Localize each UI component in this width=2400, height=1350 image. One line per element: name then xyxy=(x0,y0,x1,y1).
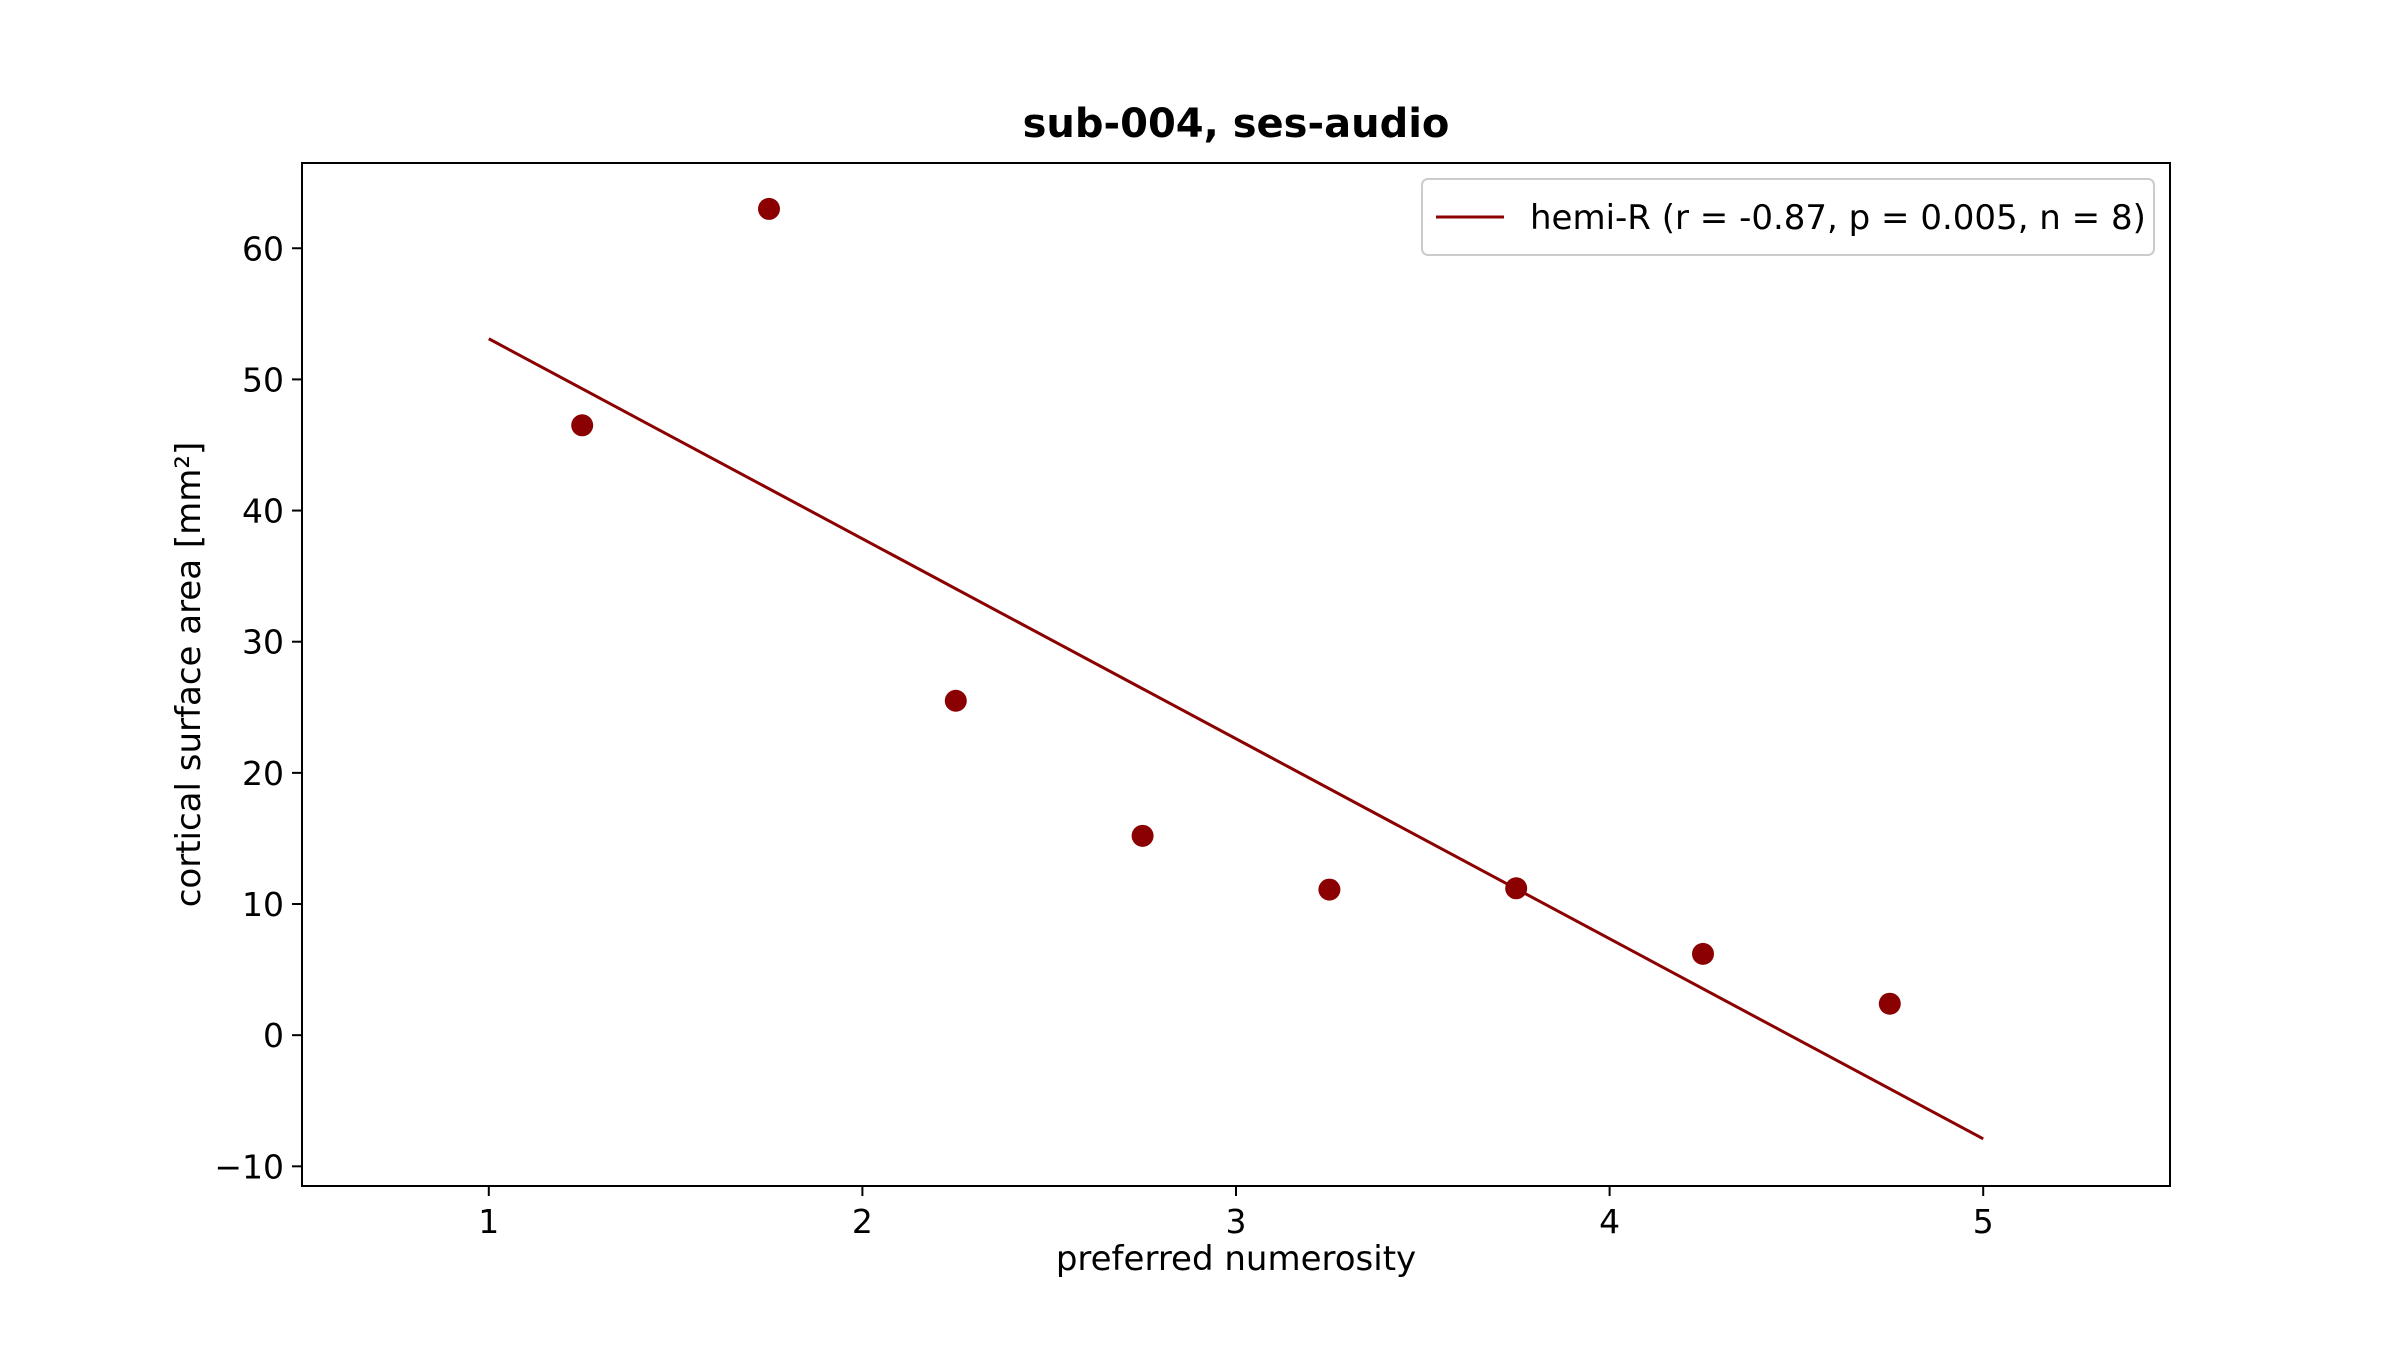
x-tick-label: 3 xyxy=(1226,1202,1247,1241)
legend-entry-hemi-r: hemi-R (r = -0.87, p = 0.005, n = 8) xyxy=(1530,198,2146,238)
data-point xyxy=(1318,878,1341,901)
data-point xyxy=(1878,992,1901,1015)
x-tick-label: 2 xyxy=(852,1202,873,1241)
axes-frame xyxy=(301,162,2171,1187)
data-point xyxy=(1692,942,1714,965)
data-point xyxy=(571,414,594,437)
data-point xyxy=(1505,877,1528,900)
y-tick-label: 0 xyxy=(263,1016,284,1055)
y-tick-label: 10 xyxy=(242,885,284,924)
y-axis-label: cortical surface area [mm²] xyxy=(169,442,209,908)
regression-line xyxy=(488,337,1984,1141)
axis-ticks: 1 2 3 4 5 −10 0 10 20 30 40 50 60 xyxy=(214,229,1993,1241)
x-tick-label: 5 xyxy=(1973,1202,1994,1241)
x-tick-label: 4 xyxy=(1599,1202,1620,1241)
x-tick-label: 1 xyxy=(478,1202,499,1241)
data-point xyxy=(944,689,967,712)
y-tick-label: −10 xyxy=(214,1147,284,1186)
y-tick-label: 60 xyxy=(242,229,284,268)
data-point xyxy=(758,197,780,220)
chart-title: sub-004, ses-audio xyxy=(1023,101,1450,147)
legend: hemi-R (r = -0.87, p = 0.005, n = 8) xyxy=(1421,178,2155,256)
data-point xyxy=(1131,824,1154,847)
y-tick-label: 50 xyxy=(242,360,284,399)
y-tick-label: 40 xyxy=(242,492,284,531)
x-axis-label: preferred numerosity xyxy=(1056,1239,1416,1279)
data-marks xyxy=(488,197,1984,1141)
y-tick-label: 20 xyxy=(242,754,284,793)
legend-box xyxy=(1421,178,2155,256)
y-tick-label: 30 xyxy=(242,623,284,662)
